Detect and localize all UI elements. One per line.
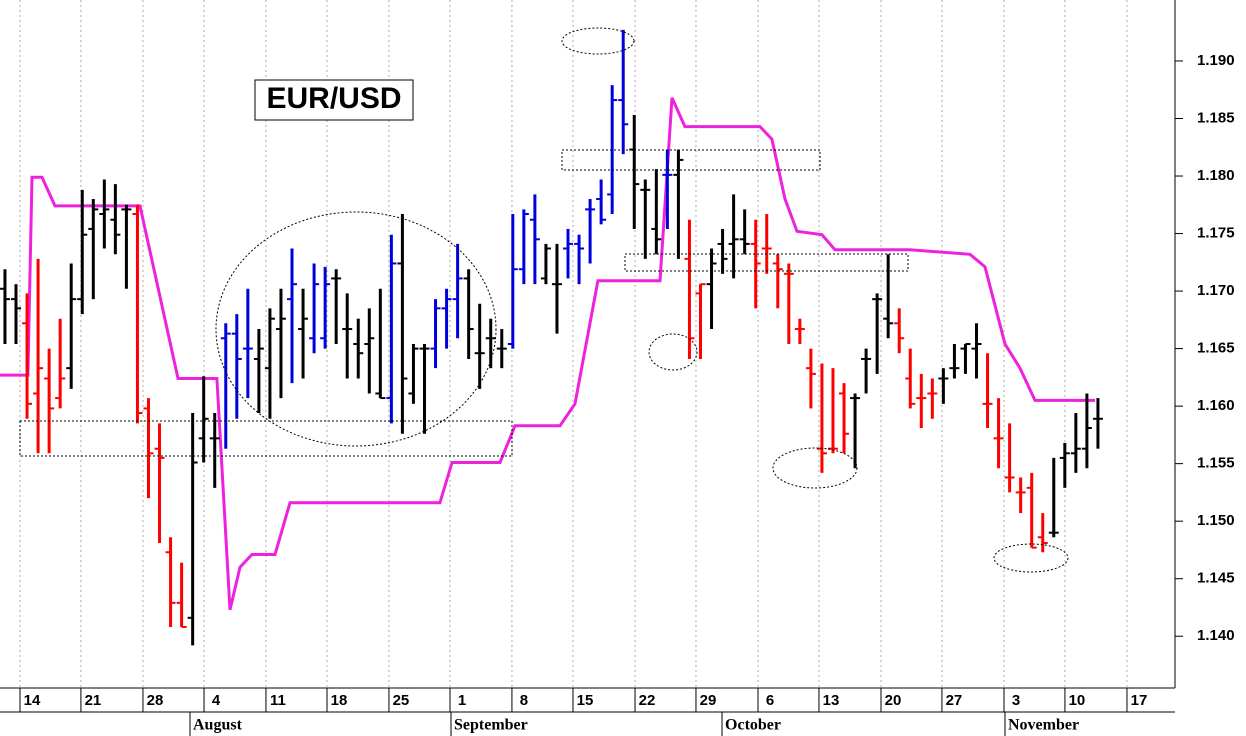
x-tick-label: 3 — [1012, 692, 1020, 709]
x-tick-label: 25 — [393, 692, 410, 709]
y-tick-label: 1.150 — [1197, 512, 1235, 529]
x-tick-label: 22 — [639, 692, 656, 709]
y-tick-label: 1.145 — [1197, 570, 1235, 587]
x-tick-label: 29 — [700, 692, 717, 709]
stop-line — [0, 97, 1095, 611]
annotation-box — [624, 253, 909, 272]
y-tick-label: 1.155 — [1197, 455, 1235, 472]
annotation-box — [19, 420, 513, 457]
x-tick-label: 14 — [24, 692, 41, 709]
y-tick-label: 1.165 — [1197, 340, 1235, 357]
x-tick-label: 28 — [147, 692, 164, 709]
y-tick-label: 1.175 — [1197, 225, 1235, 242]
annotation-ellipse — [772, 447, 858, 489]
y-tick-label: 1.190 — [1197, 52, 1235, 69]
x-tick-label: 15 — [577, 692, 594, 709]
month-label: August — [193, 717, 243, 734]
y-tick-label: 1.185 — [1197, 109, 1235, 126]
y-tick-label: 1.160 — [1197, 397, 1235, 414]
x-tick-label: 21 — [85, 692, 102, 709]
annotation-ellipse — [561, 27, 635, 55]
x-tick-label: 13 — [823, 692, 840, 709]
stop-layer — [0, 97, 1095, 611]
month-label: September — [454, 717, 528, 734]
x-tick-label: 18 — [331, 692, 348, 709]
month-label: November — [1008, 717, 1079, 734]
bar-layer — [0, 29, 1103, 646]
y-tick-label: 1.170 — [1197, 282, 1235, 299]
x-tick-label: 20 — [885, 692, 902, 709]
y-tick-label: 1.140 — [1197, 627, 1235, 644]
x-tick-label: 17 — [1131, 692, 1148, 709]
chart-title: EUR/USD — [266, 82, 401, 115]
annotation-box — [561, 149, 821, 171]
annotations — [19, 27, 1069, 573]
x-tick-label: 4 — [212, 692, 221, 709]
x-tick-label: 27 — [946, 692, 963, 709]
month-label: October — [725, 717, 781, 734]
x-tick-label: 10 — [1069, 692, 1086, 709]
x-tick-label: 6 — [766, 692, 774, 709]
title-box — [254, 79, 414, 121]
x-tick-label: 11 — [270, 692, 286, 709]
annotation-ellipse — [993, 543, 1069, 573]
x-tick-label: 8 — [520, 692, 528, 709]
x-tick-label: 1 — [458, 692, 466, 709]
y-tick-label: 1.180 — [1197, 167, 1235, 184]
annotation-ellipse — [215, 211, 497, 447]
annotation-ellipse — [648, 333, 698, 371]
